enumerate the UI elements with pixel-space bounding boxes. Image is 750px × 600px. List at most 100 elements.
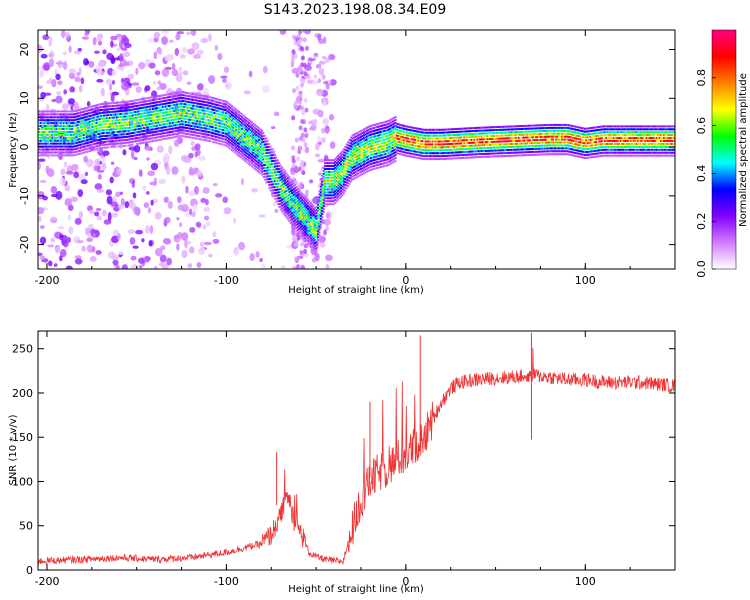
heatmap-ridge-cell [371, 130, 374, 133]
heatmap-ridge-cell [157, 95, 160, 98]
heatmap-noise-cell [105, 79, 112, 84]
heatmap-ridge-cell [217, 133, 220, 136]
heatmap-ridge-cell [70, 116, 73, 119]
heatmap-ridge-cell [317, 218, 320, 221]
heatmap-ridge-cell [154, 124, 157, 127]
heatmap-ridge-cell [167, 110, 170, 113]
heatmap-ridge-cell [417, 127, 420, 130]
heatmap-ridge-cell [380, 124, 383, 127]
heatmap-ridge-cell [167, 134, 170, 137]
heatmap-ridge-cell [51, 151, 54, 154]
heatmap-ridge-cell [143, 118, 146, 121]
heatmap-noise-cell [94, 211, 100, 217]
heatmap-ridge-cell [368, 154, 371, 157]
heatmap-ridge-cell [120, 136, 123, 139]
heatmap-ridge-cell [259, 131, 262, 134]
heatmap-ridge-cell [228, 117, 231, 120]
heatmap-ridge-cell [285, 192, 288, 195]
heatmap-ridge-cell [149, 117, 152, 120]
heatmap-ridge-cell [182, 108, 185, 111]
heatmap-ridge-cell [57, 128, 60, 131]
heatmap-ridge-cell [85, 144, 88, 147]
heatmap-ridge-cell [302, 194, 305, 197]
heatmap-noise-cell [131, 179, 135, 189]
heatmap-ridge-cell [42, 116, 45, 119]
heatmap-ridge-cell [199, 114, 202, 117]
heatmap-ridge-cell [245, 122, 248, 125]
heatmap-noise-cell [123, 62, 130, 67]
heatmap-ridge-cell [249, 123, 252, 126]
heatmap-ridge-cell [266, 166, 269, 169]
heatmap-ridge-cell [151, 119, 154, 122]
heatmap-ridge-cell [77, 144, 80, 147]
heatmap-ridge-cell [153, 128, 156, 131]
heatmap-ridge-cell [184, 115, 187, 118]
heatmap-ridge-cell [137, 139, 140, 142]
heatmap-ridge-cell [418, 136, 421, 139]
heatmap-ridge-cell [215, 135, 218, 138]
heatmap-ridge-cell [120, 101, 123, 104]
figure-title: S143.2023.198.08.34.E09 [264, 2, 447, 18]
heatmap-ridge-cell [281, 184, 284, 187]
heatmap-ridge-cell [253, 161, 256, 164]
heatmap-ridge-cell [301, 233, 304, 236]
heatmap-ridge-cell [223, 108, 226, 111]
heatmap-ridge-cell [329, 191, 332, 194]
heatmap-ridge-cell [230, 128, 233, 131]
heatmap-ridge-cell [195, 131, 198, 134]
heatmap-noise-cell [180, 232, 189, 241]
heatmap-noise-cell [64, 198, 72, 207]
heatmap-ridge-cell [146, 105, 149, 108]
heatmap-ridge-cell [332, 176, 335, 179]
heatmap-ridge-cell [176, 118, 179, 121]
heatmap-noise-cell [38, 252, 43, 256]
heatmap-ridge-cell [308, 218, 311, 221]
heatmap-ridge-cell [169, 122, 172, 125]
heatmap-ridge-cell [140, 121, 143, 124]
heatmap-ridge-cell [341, 191, 344, 194]
heatmap-ridge-cell [334, 166, 337, 169]
heatmap-ridge-cell [245, 151, 248, 154]
heatmap-ridge-cell [174, 132, 177, 135]
heatmap-ridge-cell [192, 131, 195, 134]
heatmap-noise-cell [118, 250, 124, 256]
heatmap-ridge-cell [294, 222, 297, 225]
heatmap-noise-cell [177, 196, 182, 204]
heatmap-ridge-cell [93, 125, 96, 128]
heatmap-ridge-cell [200, 120, 203, 123]
heatmap-ridge-cell [117, 130, 120, 133]
heatmap-noise-cell [307, 58, 316, 62]
heatmap-ridge-cell [103, 123, 106, 126]
heatmap-ridge-cell [249, 120, 252, 123]
heatmap-ridge-cell [292, 193, 295, 196]
heatmap-ridge-cell [390, 147, 393, 150]
heatmap-noise-cell [55, 73, 61, 81]
heatmap-ridge-cell [124, 121, 127, 124]
heatmap-ridge-cell [284, 190, 287, 193]
heatmap-ridge-cell [278, 203, 281, 206]
heatmap-ridge-cell [220, 137, 223, 140]
heatmap-ridge-cell [235, 134, 238, 137]
heatmap-ridge-cell [210, 105, 213, 108]
heatmap-ridge-cell [179, 99, 182, 102]
heatmap-ridge-cell [398, 138, 401, 141]
heatmap-ridge-cell [411, 129, 414, 132]
heatmap-ridge-cell [305, 235, 308, 238]
heatmap-ridge-cell [182, 114, 185, 117]
heatmap-ridge-cell [332, 168, 335, 171]
heatmap-ridge-cell [187, 136, 190, 139]
heatmap-ridge-cell [176, 109, 179, 112]
heatmap-ridge-cell [134, 99, 137, 102]
heatmap-ridge-cell [176, 106, 179, 109]
heatmap-ridge-cell [318, 213, 321, 216]
heatmap-ridge-cell [173, 127, 176, 130]
heatmap-ridge-cell [391, 146, 394, 149]
heatmap-ridge-cell [308, 221, 311, 224]
heatmap-ridge-cell [154, 104, 157, 107]
heatmap-ridge-cell [154, 101, 157, 104]
heatmap-ridge-cell [239, 132, 242, 135]
heatmap-ridge-cell [358, 160, 361, 163]
heatmap-ridge-cell [39, 139, 42, 142]
heatmap-ridge-cell [159, 129, 162, 132]
heatmap-ridge-cell [401, 142, 404, 145]
